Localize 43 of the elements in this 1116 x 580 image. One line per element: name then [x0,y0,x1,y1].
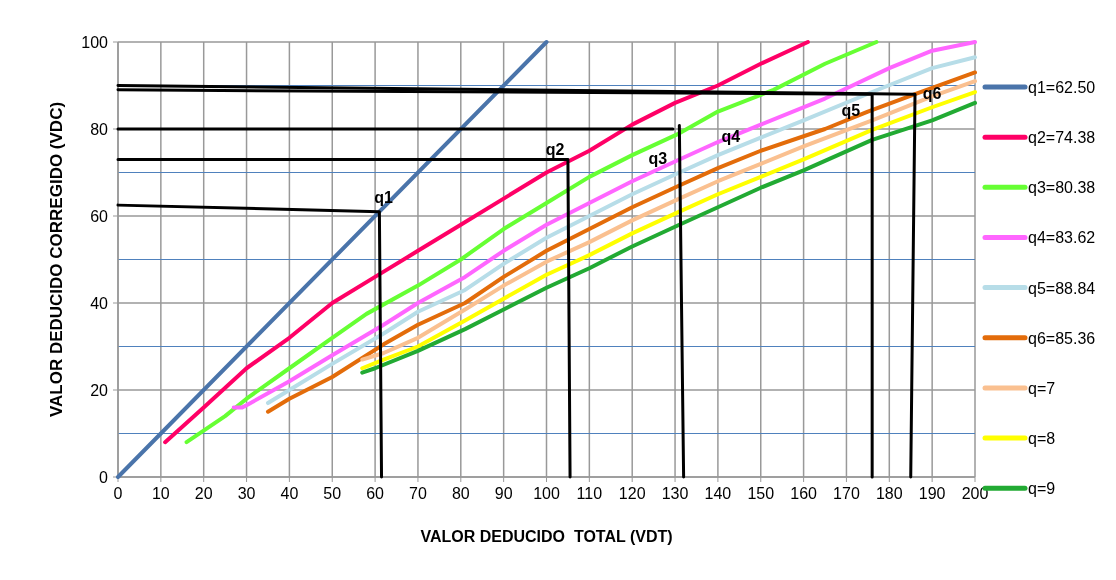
annotation: q4 [721,128,741,146]
annotation: q1 [374,189,394,207]
x-tick-label: 100 [533,485,560,502]
x-tick-label: 20 [194,485,213,502]
y-tick-label: 20 [90,382,109,399]
y-tick-label: 60 [90,208,109,225]
x-tick-label: 190 [918,485,946,502]
legend-label: q6=85.36 [1028,329,1096,347]
annotation: q3 [648,150,668,168]
legend-label: q3=80.38 [1028,179,1096,197]
annotation: q6 [922,84,942,102]
x-tick-label: 70 [409,485,427,502]
x-tick-label: 0 [113,485,123,502]
x-tick-label: 160 [790,485,818,502]
annotation: q2 [545,141,565,159]
legend-label: q=9 [1028,480,1056,498]
legend-label: q1=62.50 [1028,79,1096,96]
legend-label: q2=74.38 [1028,129,1096,147]
x-tick-label: 30 [237,485,256,502]
y-tick-label: 100 [81,34,109,51]
x-tick-label: 40 [280,485,299,502]
legend-label: q=8 [1028,430,1056,448]
x-tick-label: 150 [747,485,775,502]
x-axis-title: VALOR DEDUCIDO TOTAL (VDT) [420,528,673,545]
x-tick-label: 10 [151,485,170,502]
x-tick-label: 120 [618,485,646,502]
x-tick-label: 110 [576,485,603,502]
x-tick-label: 140 [704,485,732,502]
y-axis-title: VALOR DEDUCIDO CORREGIDO (VDC) [47,101,66,418]
y-tick-label: 80 [90,121,109,138]
legend-label: q=7 [1028,379,1056,397]
x-tick-label: 60 [366,485,385,502]
x-tick-label: 90 [494,485,513,502]
legend-label: q5=88.84 [1028,279,1096,297]
annotation: q5 [841,102,861,120]
legend-label: q4=83.62 [1028,229,1096,247]
x-tick-label: 180 [875,485,903,502]
x-tick-label: 130 [661,485,689,502]
y-tick-label: 0 [99,469,109,486]
y-tick-label: 40 [90,295,109,312]
x-tick-label: 170 [833,485,860,502]
x-tick-label: 50 [323,485,342,502]
x-tick-label: 80 [451,485,470,502]
